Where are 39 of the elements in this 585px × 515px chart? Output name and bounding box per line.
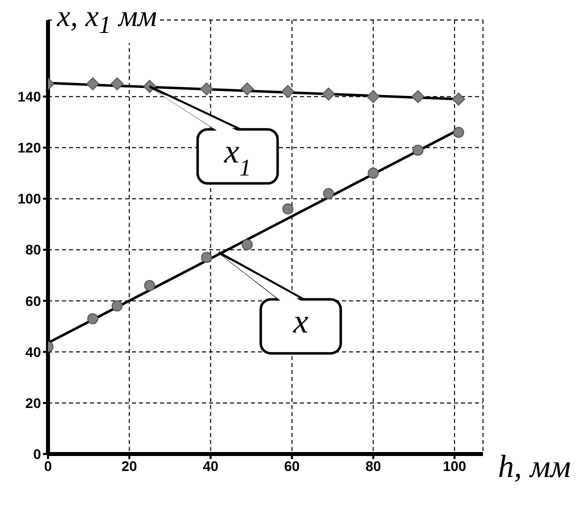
point: [86, 77, 100, 90]
point: [112, 300, 123, 312]
point: [144, 280, 156, 292]
point: [323, 188, 334, 200]
y-tick-label: 20: [25, 394, 42, 411]
y-tick-label: 60: [25, 292, 42, 309]
point: [411, 90, 424, 104]
y-tick-label: 0: [33, 446, 42, 462]
point: [412, 144, 424, 156]
y-axis-title: x, x$_{1}$ мм: [54, 0, 160, 43]
point: [366, 90, 380, 104]
point: [201, 252, 212, 263]
x-tick-label: 20: [122, 458, 138, 474]
y-tick-label: 120: [18, 140, 42, 156]
point: [368, 168, 379, 179]
annotation: x$_{1}$: [223, 133, 252, 182]
x-tick-label: 40: [202, 458, 219, 474]
point: [452, 92, 466, 106]
speech-bubble: x$_{1}$: [148, 85, 279, 185]
point: [453, 126, 464, 138]
annotation: x: [292, 303, 308, 340]
point: [240, 82, 254, 96]
point: [110, 77, 124, 90]
point: [281, 84, 294, 98]
point: [87, 313, 98, 324]
y-tick-label: 100: [18, 190, 42, 207]
x-tick-label: 0: [44, 458, 52, 474]
x-tick-label: 80: [365, 458, 382, 474]
point: [200, 82, 214, 96]
point: [242, 239, 253, 250]
point: [282, 203, 294, 214]
y-tick-label: 80: [25, 242, 42, 258]
y-tick-label: 140: [18, 88, 42, 105]
speech-bubble: x: [218, 251, 342, 355]
point: [322, 88, 336, 101]
x-axis-title: h, мм: [498, 448, 571, 485]
x-tick-label: 60: [284, 458, 300, 474]
y-tick-label: 40: [25, 344, 42, 360]
x-tick-label: 100: [442, 458, 466, 474]
